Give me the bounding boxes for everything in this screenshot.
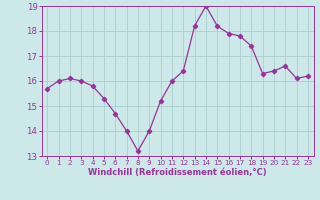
X-axis label: Windchill (Refroidissement éolien,°C): Windchill (Refroidissement éolien,°C) — [88, 168, 267, 177]
